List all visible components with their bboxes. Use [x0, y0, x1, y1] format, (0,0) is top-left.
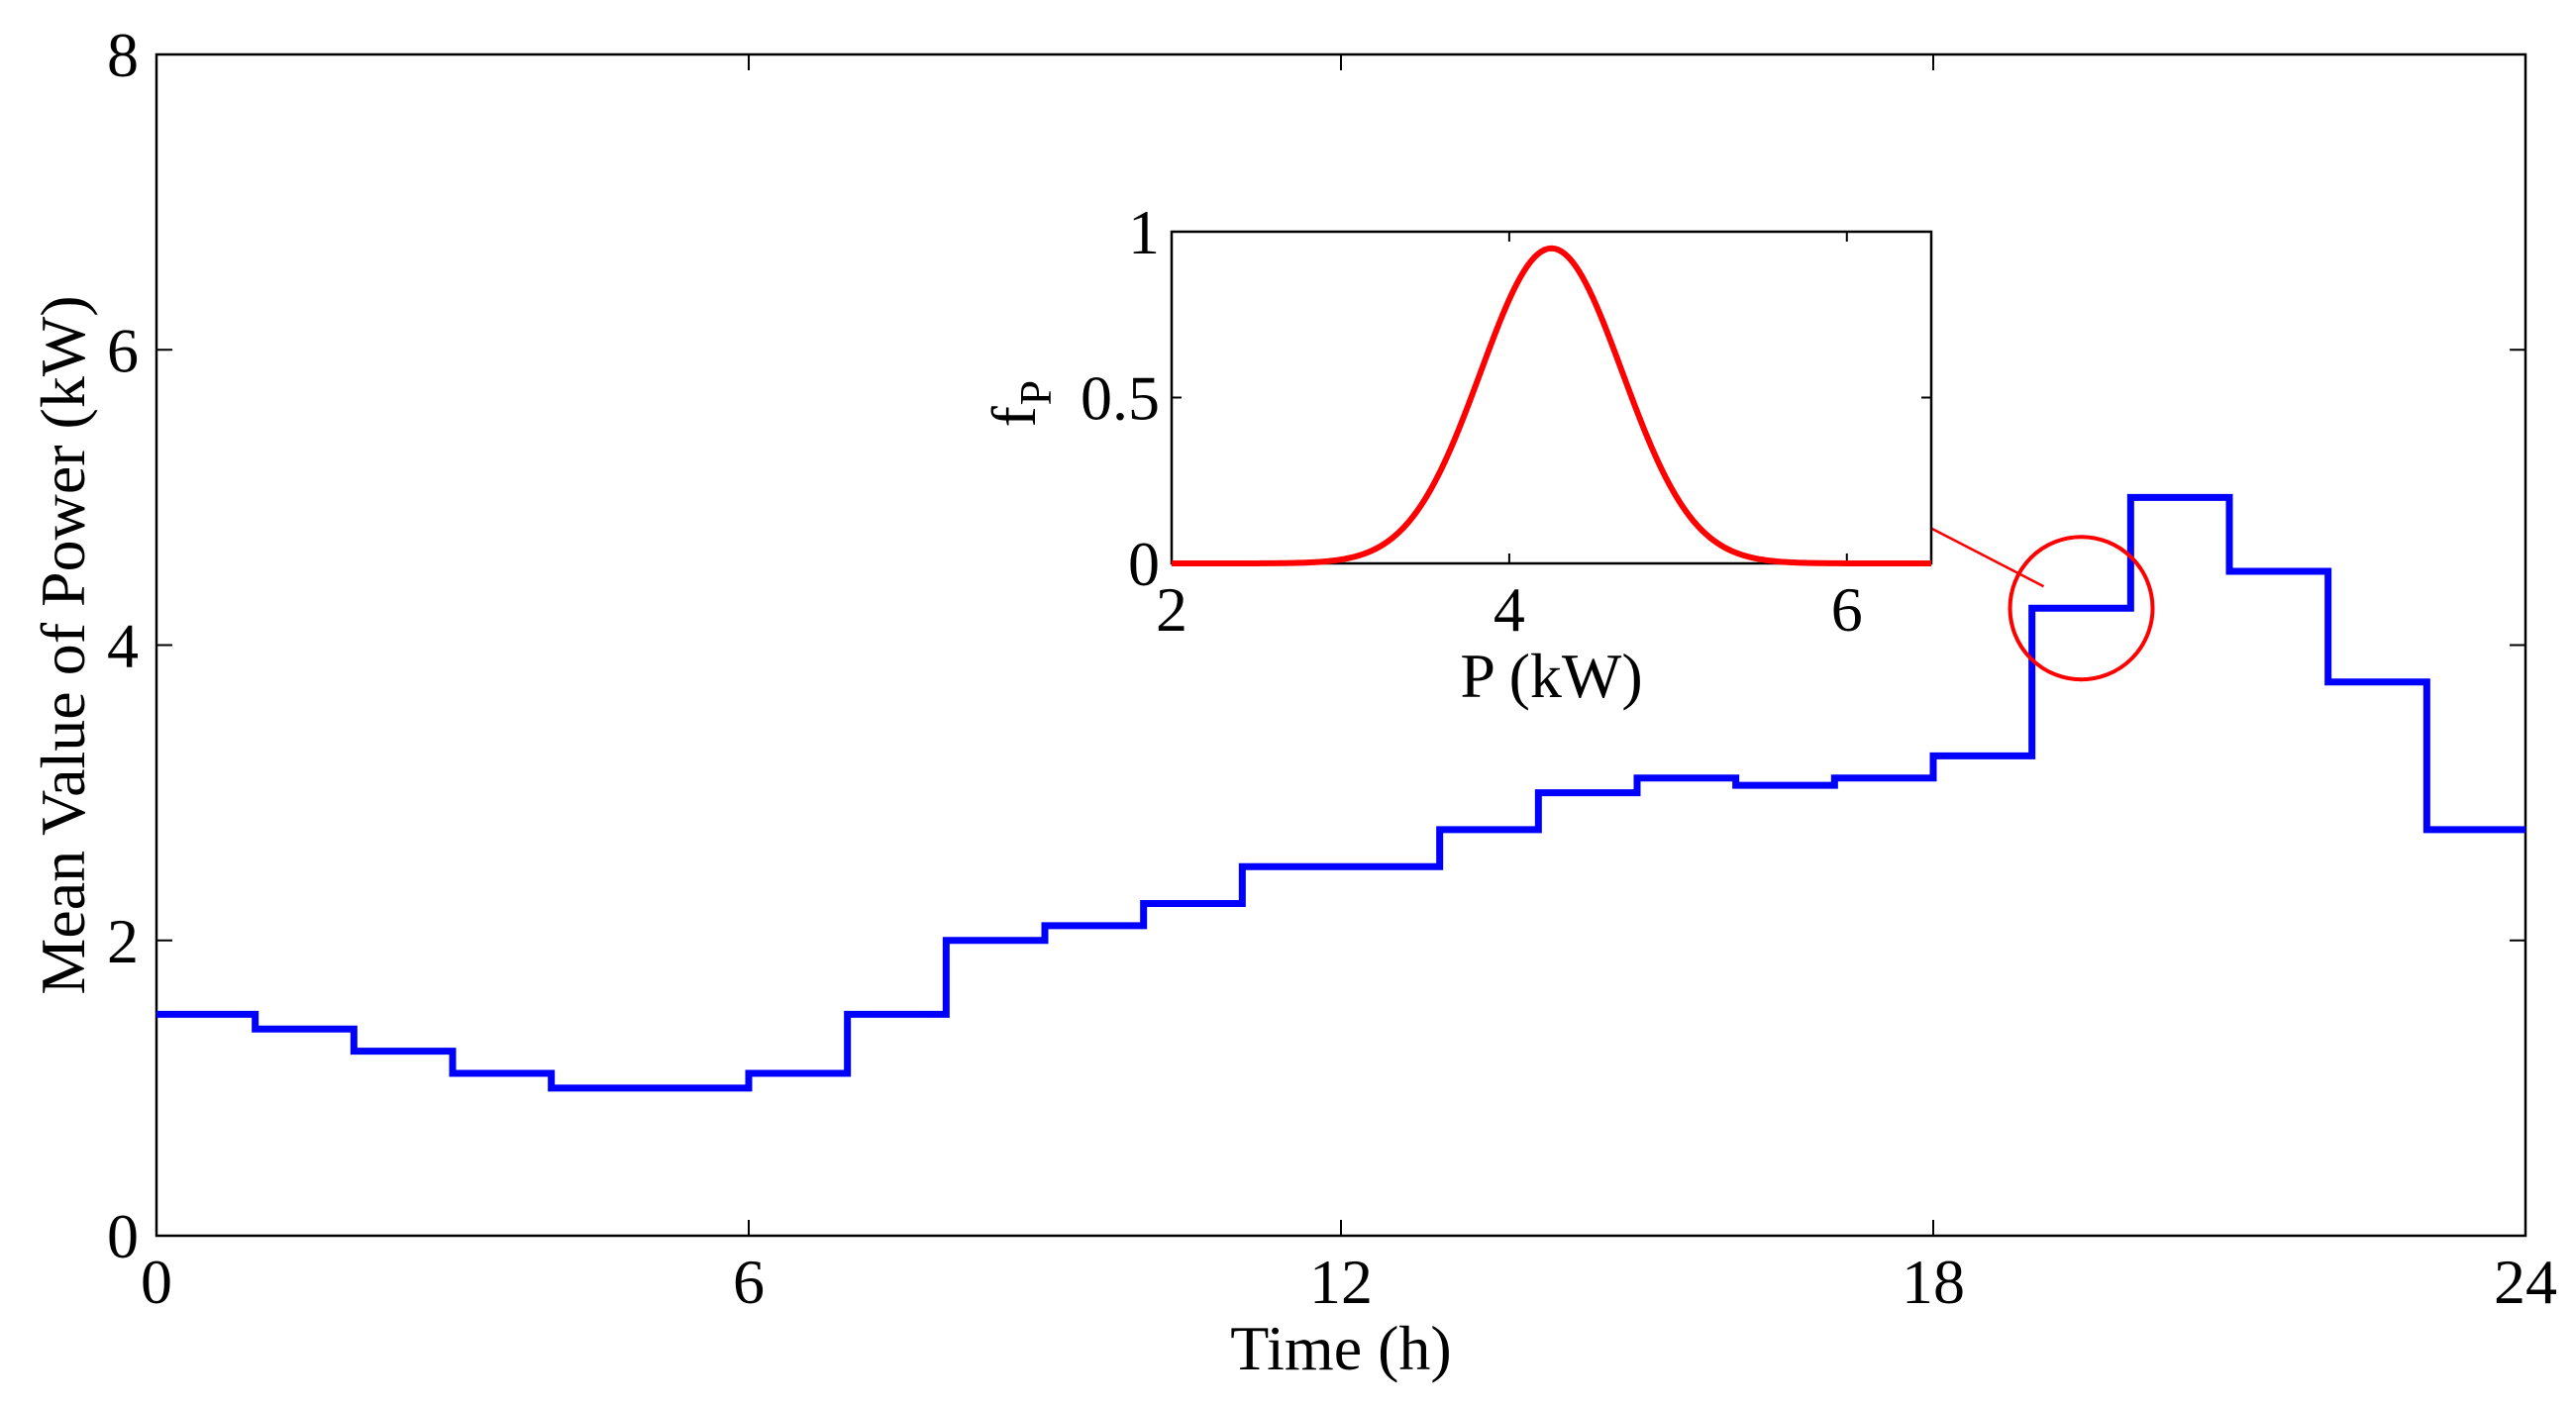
inset-tick-labels: 2 4 6 0 0.5 1 [1081, 197, 1863, 645]
y-tick-label: 8 [107, 20, 139, 90]
pdf-curve [1172, 245, 1931, 566]
x-tick-label: 12 [1309, 1247, 1373, 1317]
inset-axes: 2 4 6 0 0.5 1 P (kW) f P [979, 197, 1933, 711]
inset-y-axis-label: f P [979, 380, 1061, 428]
inset-y-axis-label-subscript: P [1010, 380, 1061, 406]
inset-y-tick-label: 1 [1128, 197, 1160, 267]
inset-x-tick-label: 6 [1831, 574, 1863, 645]
inset-y-axis-label-main: f [979, 406, 1049, 428]
main-ticks [155, 53, 2526, 1237]
y-tick-label: 0 [107, 1201, 139, 1271]
x-tick-label: 0 [141, 1247, 172, 1317]
x-tick-label: 24 [2494, 1247, 2557, 1317]
inset-x-tick-label: 2 [1156, 574, 1187, 645]
x-axis-label: Time (h) [1230, 1313, 1451, 1383]
inset-y-tick-label: 0 [1128, 529, 1160, 599]
x-tick-label: 6 [733, 1247, 765, 1317]
inset-background [1172, 232, 1931, 563]
mean-power-step-line [156, 493, 2525, 1092]
inset-x-axis-label: P (kW) [1460, 641, 1642, 711]
inset-y-tick-label: 0.5 [1081, 363, 1160, 434]
highlight-circle [2008, 535, 2155, 682]
inset-x-tick-label: 4 [1494, 574, 1525, 645]
y-tick-label: 2 [107, 906, 139, 976]
y-axis-label: Mean Value of Power (kW) [28, 295, 98, 994]
x-tick-label: 18 [1902, 1247, 1965, 1317]
y-tick-label: 6 [107, 315, 139, 385]
y-tick-label: 4 [107, 611, 139, 681]
